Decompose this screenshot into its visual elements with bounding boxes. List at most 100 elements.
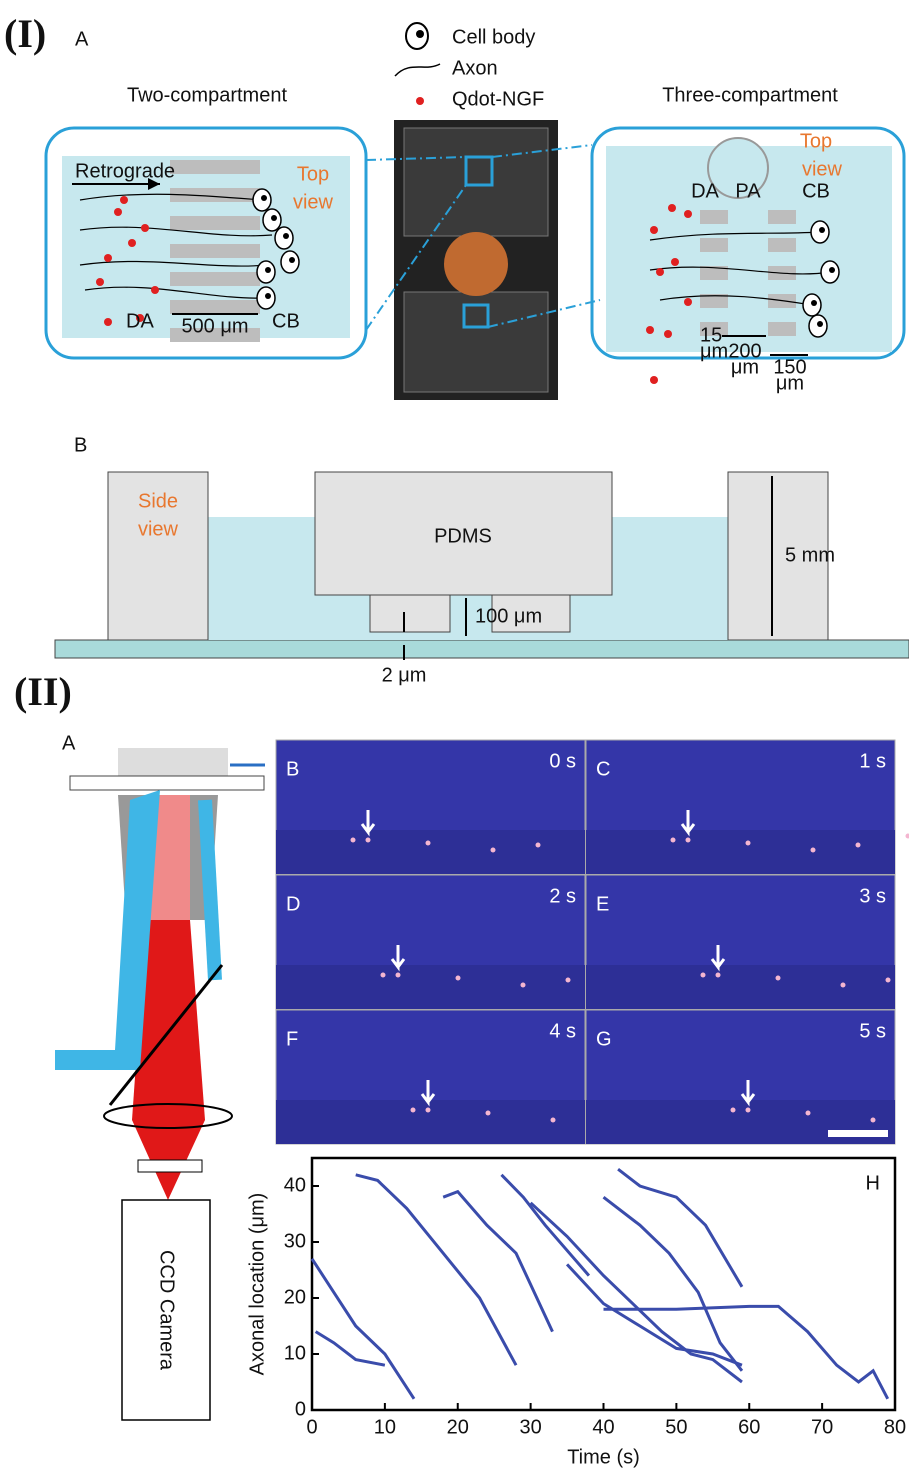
- frame-shade: [586, 1100, 895, 1144]
- nucleus: [817, 321, 823, 327]
- label: Top: [800, 130, 832, 152]
- label: Top: [297, 163, 329, 185]
- particle: [806, 1111, 811, 1116]
- chip: [404, 128, 548, 236]
- particle: [776, 976, 781, 981]
- particle: [411, 1108, 416, 1113]
- channel: [170, 244, 260, 258]
- x-tick-label: 20: [447, 1416, 469, 1438]
- chip: [404, 292, 548, 392]
- y-tick-label: 30: [284, 1230, 306, 1252]
- particle: [701, 973, 706, 978]
- filter: [138, 1160, 202, 1172]
- qdot: [656, 268, 664, 276]
- legend-text: Axon: [452, 57, 498, 79]
- nucleus: [283, 233, 289, 239]
- particle: [396, 973, 401, 978]
- particle: [871, 1118, 876, 1123]
- plot-frame: [312, 1158, 895, 1410]
- x-tick-label: 40: [592, 1416, 614, 1438]
- frame-time: 5 s: [859, 1020, 886, 1042]
- qdot: [664, 330, 672, 338]
- frame-time: 0 s: [549, 750, 576, 772]
- legend-axon: [395, 64, 440, 76]
- label: μm: [776, 372, 804, 394]
- channel: [700, 210, 728, 224]
- qdot: [120, 196, 128, 204]
- nucleus: [265, 267, 271, 273]
- particle: [731, 1108, 736, 1113]
- nucleus: [811, 300, 817, 306]
- channel: [170, 300, 260, 314]
- label: μm: [700, 340, 728, 362]
- label: 100 μm: [475, 605, 542, 627]
- label: CB: [272, 310, 300, 332]
- device: [118, 748, 228, 776]
- particle: [491, 848, 496, 853]
- y-tick-label: 40: [284, 1174, 306, 1196]
- channel: [700, 238, 728, 252]
- channel: [768, 322, 796, 336]
- label: 5 mm: [785, 544, 835, 566]
- y-tick-label: 10: [284, 1342, 306, 1364]
- frame-shade: [586, 965, 895, 1009]
- qdot: [104, 318, 112, 326]
- particle: [351, 838, 356, 843]
- qdot: [114, 208, 122, 216]
- part-label: (II): [14, 669, 72, 714]
- particle: [366, 838, 371, 843]
- frame-time: 4 s: [549, 1020, 576, 1042]
- frame-letter: F: [286, 1028, 298, 1050]
- qdot: [684, 298, 692, 306]
- particle: [811, 848, 816, 853]
- label: 500 μm: [181, 315, 248, 337]
- frame-letter: C: [596, 758, 610, 780]
- nucleus: [265, 293, 271, 299]
- frame-letter: G: [596, 1028, 612, 1050]
- excitation: [205, 800, 215, 980]
- pdms-block: [370, 595, 450, 632]
- frame-time: 3 s: [859, 885, 886, 907]
- qdot: [684, 210, 692, 218]
- label: DA: [126, 310, 154, 332]
- stage: [70, 776, 264, 790]
- particle: [521, 983, 526, 988]
- label: PA: [735, 180, 761, 202]
- nucleus: [829, 267, 835, 273]
- qdot: [104, 254, 112, 262]
- particle: [686, 838, 691, 843]
- channel: [170, 272, 260, 286]
- particle: [746, 1108, 751, 1113]
- scale-bar: [828, 1130, 888, 1137]
- legend-text: Cell body: [452, 26, 535, 48]
- channel: [768, 238, 796, 252]
- panel-label: B: [74, 434, 87, 456]
- y-axis-label: Axonal location (μm): [246, 1193, 268, 1376]
- particle: [486, 1111, 491, 1116]
- x-tick-label: 30: [520, 1416, 542, 1438]
- qdot: [151, 286, 159, 294]
- qdot: [646, 326, 654, 334]
- label: PDMS: [434, 525, 492, 547]
- x-tick-label: 60: [738, 1416, 760, 1438]
- x-tick-label: 70: [811, 1416, 833, 1438]
- particle: [841, 983, 846, 988]
- penny: [444, 232, 508, 296]
- legend-text: Qdot-NGF: [452, 88, 544, 110]
- channel: [170, 216, 260, 230]
- part-label: (I): [4, 11, 46, 56]
- frame-time: 2 s: [549, 885, 576, 907]
- x-tick-label: 10: [374, 1416, 396, 1438]
- label: DA: [691, 180, 719, 202]
- y-tick-label: 0: [295, 1398, 306, 1420]
- qdot: [96, 278, 104, 286]
- x-tick-label: 50: [665, 1416, 687, 1438]
- nucleus: [261, 195, 267, 201]
- nucleus: [819, 227, 825, 233]
- particle: [886, 978, 891, 983]
- nucleus: [271, 215, 277, 221]
- panel-label: A: [75, 28, 89, 50]
- qdot: [671, 258, 679, 266]
- label: CB: [802, 180, 830, 202]
- particle: [566, 978, 571, 983]
